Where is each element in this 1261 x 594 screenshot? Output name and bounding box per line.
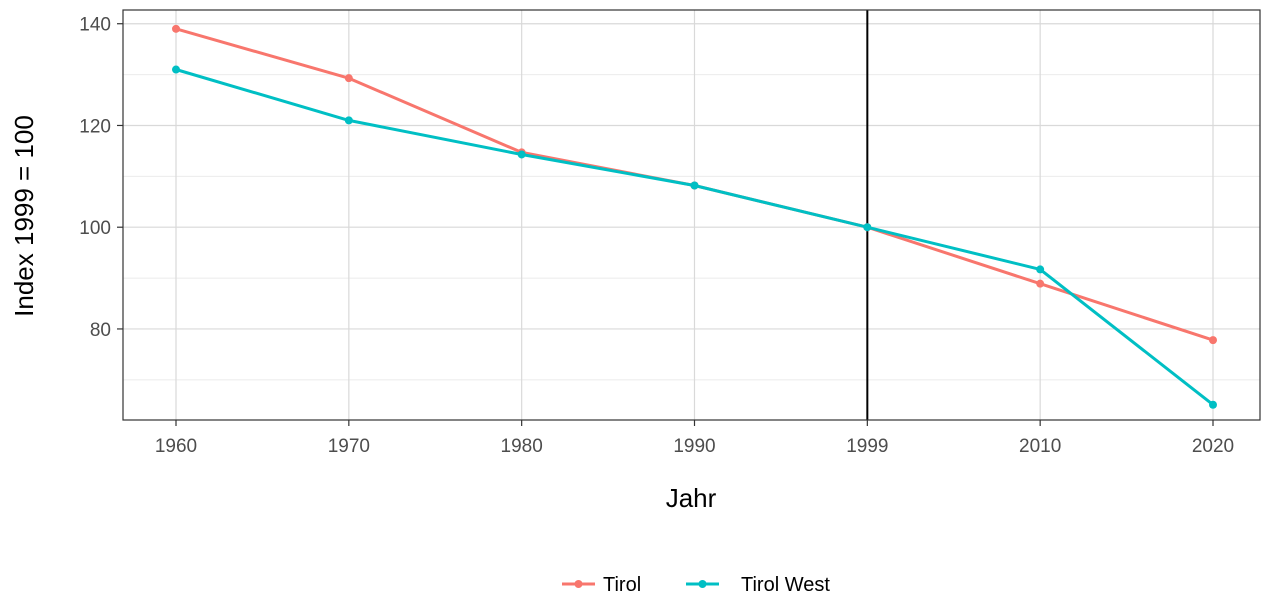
data-point-tirol-west bbox=[172, 65, 180, 74]
data-point-tirol-west bbox=[1036, 265, 1045, 274]
data-point-tirol bbox=[344, 74, 353, 83]
x-tick-label: 1990 bbox=[673, 436, 715, 457]
data-point-tirol-west bbox=[517, 150, 526, 159]
data-point-tirol-west bbox=[690, 181, 699, 190]
y-tick-label: 120 bbox=[79, 116, 111, 137]
y-tick-label: 100 bbox=[79, 218, 111, 239]
data-point-tirol-west bbox=[1209, 400, 1217, 409]
legend-label-tirol-west: Tirol West bbox=[741, 574, 830, 594]
data-point-tirol bbox=[172, 24, 180, 33]
data-point-tirol bbox=[1036, 279, 1045, 288]
legend-key-point bbox=[698, 580, 707, 588]
x-tick-label: 2020 bbox=[1192, 436, 1234, 457]
x-tick-label: 1970 bbox=[328, 436, 370, 457]
x-tick-label: 1999 bbox=[846, 436, 888, 457]
y-axis: 80 100 120 140 bbox=[79, 15, 123, 341]
legend: Tirol Tirol West bbox=[562, 574, 830, 594]
x-axis: 1960 1970 1980 1990 1999 2010 2020 bbox=[155, 420, 1234, 457]
legend-key-tirol-west bbox=[686, 580, 719, 588]
x-tick-label: 2010 bbox=[1019, 436, 1061, 457]
data-point-tirol bbox=[1209, 336, 1217, 345]
major-gridlines bbox=[123, 10, 1260, 420]
data-point-tirol-west bbox=[863, 223, 872, 232]
x-axis-title: Jahr bbox=[666, 483, 717, 513]
legend-key-point bbox=[574, 580, 583, 588]
x-tick-label: 1980 bbox=[501, 436, 543, 457]
legend-label-tirol: Tirol bbox=[603, 574, 641, 594]
legend-key-tirol bbox=[562, 580, 595, 588]
minor-gridlines bbox=[123, 74, 1260, 381]
x-tick-label: 1960 bbox=[155, 436, 197, 457]
y-tick-label: 140 bbox=[79, 15, 111, 36]
y-axis-title: Index 1999 = 100 bbox=[9, 115, 39, 317]
y-tick-label: 80 bbox=[90, 320, 111, 341]
data-point-tirol-west bbox=[344, 116, 353, 125]
plot-panel-border bbox=[122, 9, 1261, 421]
series-group bbox=[172, 24, 1217, 409]
